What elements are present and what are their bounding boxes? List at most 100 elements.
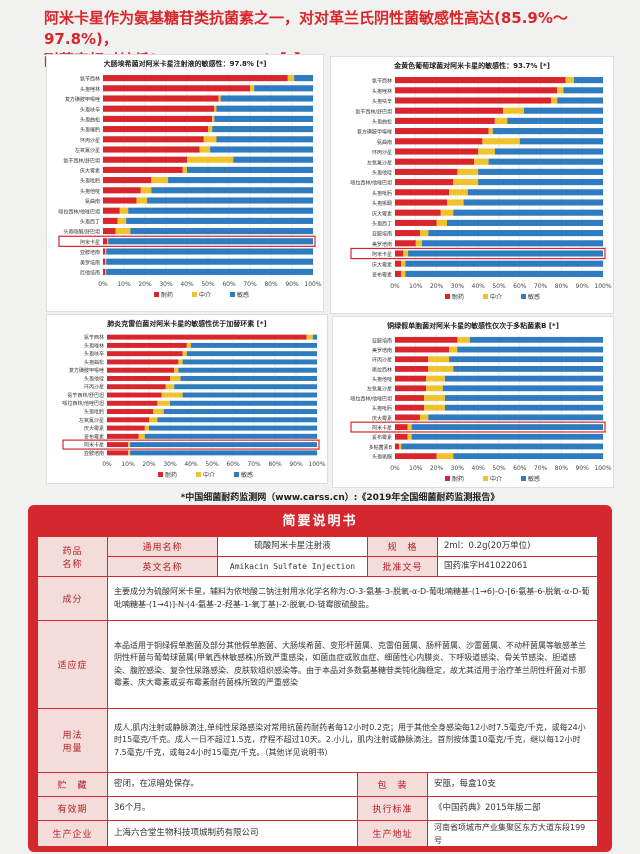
bar-segment-敏感 xyxy=(463,199,603,206)
legend-swatch xyxy=(192,292,197,297)
bar-segment-中介 xyxy=(161,392,183,398)
category-label: 头孢他啶 xyxy=(84,375,104,382)
bar-segment-敏感 xyxy=(557,97,603,104)
bar-segment-敏感 xyxy=(182,359,317,365)
x-tick-label: 70% xyxy=(243,281,257,288)
bar-segment-敏感 xyxy=(182,392,317,398)
category-label: 哌拉西林/他唑巴坦 xyxy=(350,395,392,402)
bar-segment-敏感 xyxy=(216,136,313,143)
bar-segment-中介 xyxy=(170,375,181,381)
bar-segment-中介 xyxy=(401,270,406,277)
bar-segment-敏感 xyxy=(519,138,603,145)
legend-label: 敏感 xyxy=(237,291,249,299)
bar-segment-敏感 xyxy=(149,425,317,431)
bar-segment-中介 xyxy=(557,87,564,94)
bar-segment-敏感 xyxy=(187,166,313,173)
spec-label: 规 格 xyxy=(368,537,438,557)
category-label: 妥布霉素 xyxy=(372,434,392,441)
bar-segment-耐药 xyxy=(395,117,495,124)
bar-segment-敏感 xyxy=(186,351,317,357)
standard-value: 《中国药典》2015年版二部 xyxy=(428,797,598,821)
x-tick-label: 90% xyxy=(576,283,590,290)
category-label: 氨苄西林/舒巴坦 xyxy=(355,108,392,115)
bar-segment-敏感 xyxy=(147,197,313,204)
bar-segment-敏感 xyxy=(453,209,603,216)
bar-segment-中介 xyxy=(214,105,217,112)
bar-segment-中介 xyxy=(447,199,464,206)
address-value: 河南省项城市产业集聚区东方大道东段199号 xyxy=(428,821,598,847)
bar-segment-中介 xyxy=(128,442,131,448)
bar-segment-耐药 xyxy=(103,268,106,275)
bar-segment-敏感 xyxy=(233,156,313,163)
bar-segment-中介 xyxy=(424,404,445,411)
bar-segment-中介 xyxy=(488,128,493,135)
category-label: 环丙沙星 xyxy=(84,385,104,391)
bar-segment-敏感 xyxy=(408,250,603,257)
x-tick-label: 40% xyxy=(180,281,194,288)
category-label: 头孢曲松 xyxy=(372,118,392,125)
bar-segment-敏感 xyxy=(444,395,603,401)
bar-segment-中介 xyxy=(449,346,458,353)
bar-segment-中介 xyxy=(182,166,187,173)
bar-segment-敏感 xyxy=(449,356,603,363)
package-label: 包 装 xyxy=(358,773,428,797)
x-tick-label: 60% xyxy=(513,465,527,472)
bar-segment-耐药 xyxy=(395,107,504,114)
bar-segment-敏感 xyxy=(469,336,603,343)
chart-title: 大肠埃希菌对阿米卡星注射液的敏感性：97.8% [*] xyxy=(103,60,267,68)
bar-segment-中介 xyxy=(212,115,215,122)
category-label: 头孢吡肟 xyxy=(80,178,100,185)
bar-segment-耐药 xyxy=(395,158,475,165)
legend-label: 耐药 xyxy=(452,293,464,301)
category-label: 头孢吡肟 xyxy=(372,405,392,412)
x-tick-label: 40% xyxy=(184,461,198,468)
highlight-box xyxy=(350,247,606,260)
bar-segment-耐药 xyxy=(395,179,454,186)
bar-segment-耐药 xyxy=(103,187,141,194)
category-label: 复方磺胺甲噁唑 xyxy=(69,367,104,374)
x-tick-label: 70% xyxy=(534,465,548,472)
bar-segment-中介 xyxy=(399,443,402,450)
category-label: 多粘菌素B xyxy=(369,444,393,451)
stacked-bar-chart-saureus: 0% 10% 20% 30% 40% 50% 60% 70% 80% 90% 100% 氨苄西林头孢唑… xyxy=(350,75,612,301)
category-label: 头孢噻肟 xyxy=(80,127,100,134)
bar-segment-中介 xyxy=(157,400,170,406)
category-label: 复方磺胺甲噁唑 xyxy=(65,96,100,103)
legend-label: 耐药 xyxy=(165,471,177,479)
x-tick-label: 80% xyxy=(264,281,278,288)
storage-label: 贮 藏 xyxy=(38,773,108,797)
bar-segment-耐药 xyxy=(107,342,187,348)
bar-segment-中介 xyxy=(174,367,179,373)
category-label: 左氧氟沙星 xyxy=(367,159,392,166)
bar-segment-耐药 xyxy=(103,248,106,255)
bar-segment-中介 xyxy=(149,417,158,423)
generic-name-value: 硫酸阿米卡星注射液 xyxy=(218,537,368,557)
category-label: 头孢曲松 xyxy=(84,359,104,366)
bar-segment-耐药 xyxy=(107,417,149,423)
category-label: 环丙沙星 xyxy=(372,150,392,156)
x-tick-label: 60% xyxy=(222,281,236,288)
x-tick-label: 20% xyxy=(430,465,444,472)
x-tick-label: 40% xyxy=(472,283,486,290)
category-label: 头孢他啶 xyxy=(372,376,392,383)
legend-label: 耐药 xyxy=(161,291,173,299)
category-label: 庆大霉素 xyxy=(372,210,392,217)
bar-segment-耐药 xyxy=(395,87,558,94)
bar-segment-耐药 xyxy=(103,238,108,245)
chart-panel-kpneumoniae: 肺炎克雷伯菌对阿米卡星的敏感性优于加替环素 [*] 0% 10% 20% 30% 40%… xyxy=(46,314,328,484)
bar-segment-中介 xyxy=(436,219,447,226)
english-name-value: Amikacin Sulfate Injection xyxy=(218,557,368,577)
bar-segment-中介 xyxy=(182,351,187,357)
bar-segment-敏感 xyxy=(411,424,603,430)
stacked-bar-chart-kpneumoniae: 0% 10% 20% 30% 40% 50% 60% 70% 80% 90% 100% 氨苄西林头孢唑… xyxy=(62,333,326,479)
bar-segment-耐药 xyxy=(107,359,179,365)
legend-label: 中介 xyxy=(490,293,502,301)
x-tick-label: 100% xyxy=(594,283,611,290)
x-tick-label: 100% xyxy=(594,465,611,472)
legend-swatch xyxy=(158,472,163,477)
address-label: 生产地址 xyxy=(358,821,428,847)
bar-segment-中介 xyxy=(419,414,429,421)
legend-swatch xyxy=(521,294,526,299)
x-tick-label: 20% xyxy=(430,283,444,290)
bar-segment-中介 xyxy=(151,177,169,184)
